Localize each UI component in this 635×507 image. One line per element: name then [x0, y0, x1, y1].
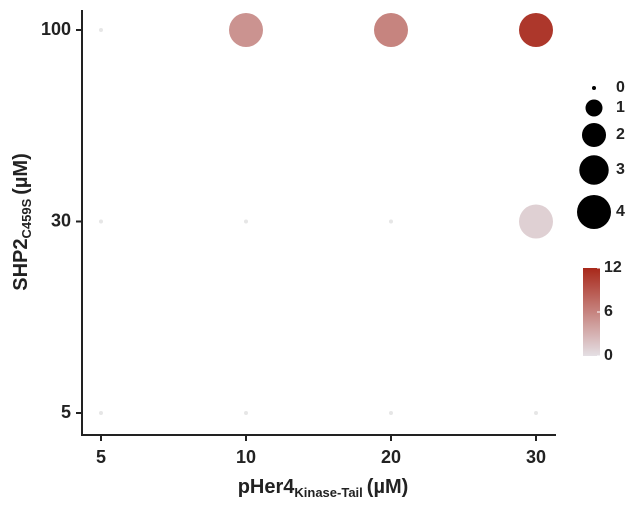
bubble: [389, 411, 393, 415]
size-legend-label: 0: [616, 79, 625, 96]
size-legend-label: 1: [616, 99, 625, 116]
y-title-sub: C459S: [19, 198, 34, 238]
y-tick-label: 5: [61, 402, 71, 422]
bubble: [244, 411, 248, 415]
x-title-main: pHer4: [238, 476, 296, 498]
bubble: [244, 219, 248, 224]
size-legend-label: 3: [616, 161, 625, 178]
size-legend-dot: [577, 195, 611, 229]
x-tick-label: 20: [381, 447, 401, 467]
size-legend-label: 4: [616, 203, 625, 220]
y-tick-label: 30: [51, 210, 71, 230]
size-legend-dot: [592, 86, 596, 90]
size-legend-dot: [585, 99, 603, 117]
y-axis-title: SHP2C459S (µM): [10, 153, 34, 291]
bubble: [99, 219, 103, 224]
x-axis-title: pHer4Kinase-Tail (µM): [238, 476, 409, 500]
size-legend-dot: [581, 122, 607, 148]
color-tick-label: 0: [604, 347, 613, 364]
bubble: [99, 411, 103, 415]
size-legend-label: 2: [616, 126, 625, 143]
bubble: [229, 13, 263, 47]
color-tick-label: 6: [604, 303, 613, 320]
color-bar: [583, 268, 600, 356]
x-title-unit: (µM): [367, 476, 409, 498]
x-title-sub: Kinase-Tail: [294, 485, 362, 500]
y-title-main: SHP2: [10, 239, 32, 291]
bubble: [519, 13, 553, 47]
x-tick-label: 10: [236, 447, 256, 467]
bubble: [389, 219, 393, 224]
y-title-unit: (µM): [10, 153, 32, 195]
size-legend-dot: [579, 155, 609, 185]
x-tick-label: 5: [96, 447, 106, 467]
bubble: [534, 411, 538, 415]
bubble: [99, 28, 103, 32]
bubble: [519, 204, 553, 239]
color-tick-label: 12: [604, 259, 622, 276]
bubble: [374, 13, 408, 47]
y-tick-label: 100: [41, 19, 71, 39]
x-tick-label: 30: [526, 447, 546, 467]
